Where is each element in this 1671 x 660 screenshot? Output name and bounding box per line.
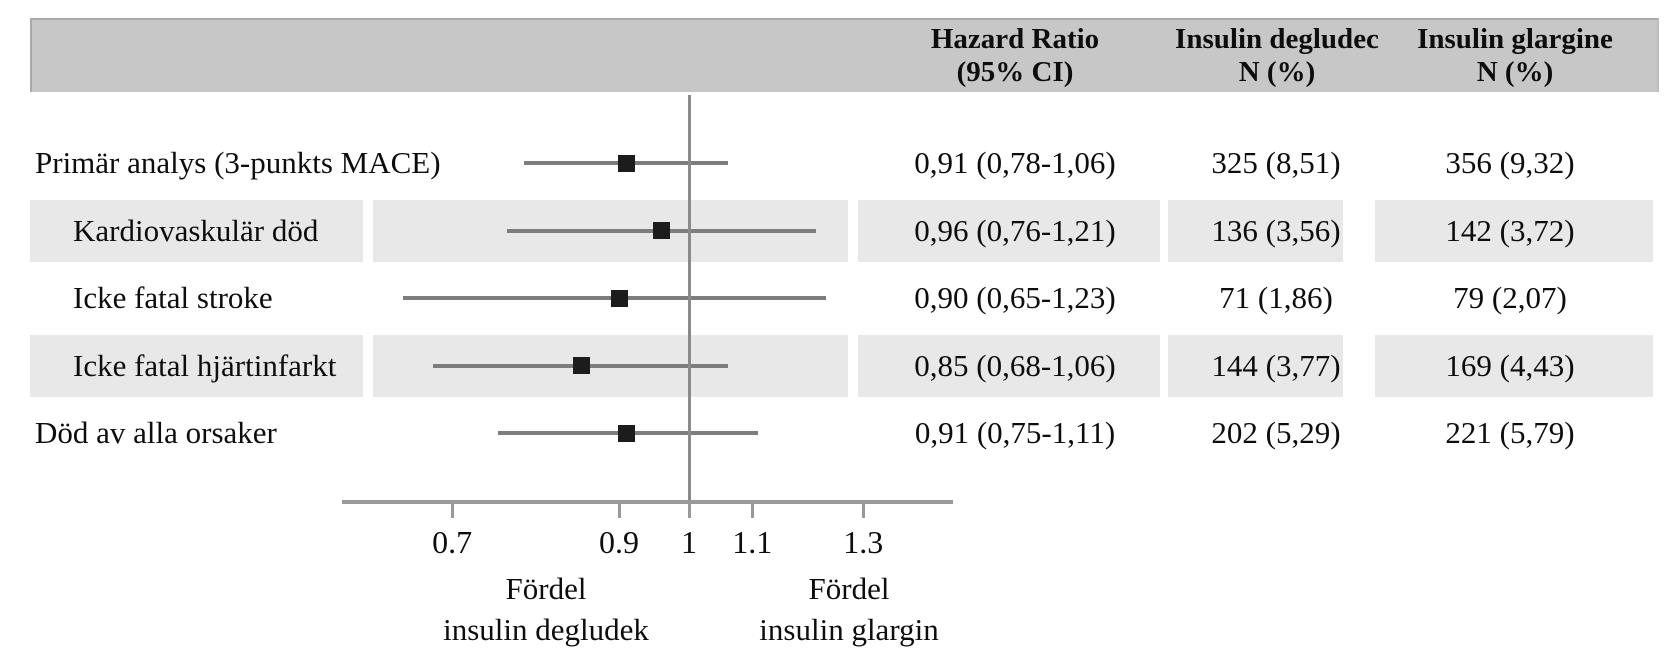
axis-tick-label: 1 xyxy=(681,524,697,560)
reference-line xyxy=(688,95,691,514)
hr-marker xyxy=(653,222,671,239)
row-shading xyxy=(30,199,363,262)
hr-marker xyxy=(617,154,635,172)
hr-ci-value: 0,96 (0,76-1,21) xyxy=(914,212,1116,248)
row-label: Primär analys (3-punkts MACE) xyxy=(35,145,441,180)
x-axis-line xyxy=(342,500,953,504)
degludec-value: 202 (5,29) xyxy=(1211,415,1341,450)
hr-ci-value: 0,85 (0,68-1,06) xyxy=(914,347,1116,383)
degludec-value: 136 (3,56) xyxy=(1211,212,1341,248)
axis-tick xyxy=(751,504,755,518)
row-shading xyxy=(1375,334,1653,397)
column-header-line: Insulin degludec xyxy=(1175,23,1379,55)
column-header-line: (95% CI) xyxy=(956,56,1074,88)
axis-tick xyxy=(451,504,455,518)
axis-tick xyxy=(618,504,622,518)
degludec-value: 144 (3,77) xyxy=(1211,347,1341,383)
row-shading xyxy=(858,199,1160,262)
degludec-value: 71 (1,86) xyxy=(1219,280,1333,315)
row-shading xyxy=(1168,199,1343,262)
favors-glargine-label: Fördel insulin glargin xyxy=(759,568,938,650)
favors-degludec-line2: insulin degludek xyxy=(443,612,649,647)
row-label: Död av alla orsaker xyxy=(35,415,277,450)
axis-tick-label: 1.3 xyxy=(843,524,884,560)
row-label: Kardiovaskulär död xyxy=(73,212,319,248)
axis-tick-label: 0.7 xyxy=(432,524,473,560)
column-header-line: Hazard Ratio xyxy=(930,23,1100,55)
favors-degludec-line1: Fördel xyxy=(505,571,587,606)
column-header-line: N (%) xyxy=(1476,56,1554,88)
row-label: Icke fatal hjärtinfarkt xyxy=(73,347,337,383)
hr-ci-value: 0,91 (0,75-1,11) xyxy=(914,415,1116,450)
column-header-hazard-ratio: Hazard Ratio (95% CI) xyxy=(931,23,1099,89)
hr-marker xyxy=(610,289,628,307)
hr-marker xyxy=(572,357,590,374)
glargine-value: 356 (9,32) xyxy=(1445,145,1575,180)
column-header-glargine: Insulin glargine N (%) xyxy=(1417,23,1613,89)
row-shading xyxy=(1375,199,1653,262)
table-header: Hazard Ratio (95% CI) Insulin degludec N… xyxy=(30,18,1659,92)
row-label: Icke fatal stroke xyxy=(73,280,273,315)
glargine-value: 221 (5,79) xyxy=(1445,415,1575,450)
hr-ci-value: 0,90 (0,65-1,23) xyxy=(914,280,1116,315)
axis-tick xyxy=(862,504,866,518)
column-header-degludec: Insulin degludec N (%) xyxy=(1175,23,1379,89)
column-header-line: N (%) xyxy=(1238,56,1316,88)
row-shading xyxy=(30,334,363,397)
favors-degludec-label: Fördel insulin degludek xyxy=(443,568,649,650)
hr-ci-value: 0,91 (0,78-1,06) xyxy=(914,145,1116,180)
glargine-value: 142 (3,72) xyxy=(1445,212,1575,248)
axis-tick xyxy=(688,504,691,518)
hr-marker xyxy=(617,424,635,442)
favors-glargine-line2: insulin glargin xyxy=(759,612,939,647)
glargine-value: 79 (2,07) xyxy=(1453,280,1567,315)
row-shading xyxy=(1168,334,1343,397)
glargine-value: 169 (4,43) xyxy=(1445,347,1575,383)
axis-tick-label: 0.9 xyxy=(599,524,640,560)
axis-tick-label: 1.1 xyxy=(732,524,773,560)
favors-glargine-line1: Fördel xyxy=(808,571,890,606)
degludec-value: 325 (8,51) xyxy=(1211,145,1341,180)
row-shading xyxy=(858,334,1160,397)
column-header-line: Insulin glargine xyxy=(1417,23,1613,55)
